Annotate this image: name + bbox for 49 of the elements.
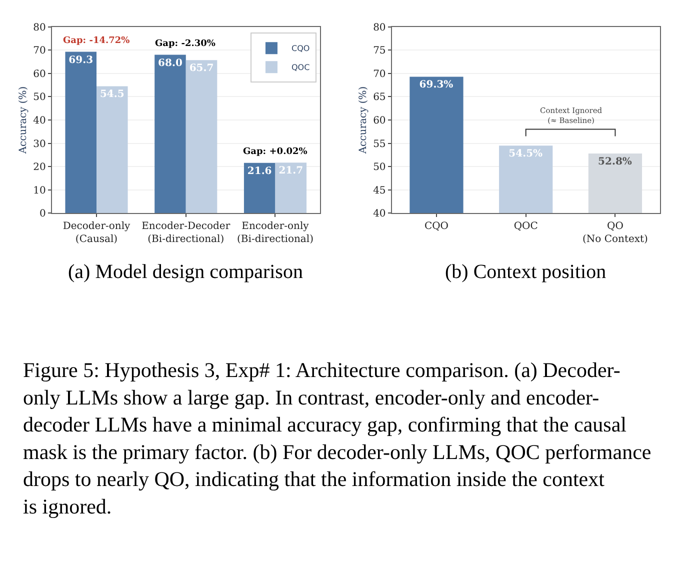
bar xyxy=(244,162,276,214)
x-tick-label: Encoder-only (Bi-directional) xyxy=(237,221,314,246)
x-tick-label: QO (No Context) xyxy=(582,221,648,246)
x-tick-label: QOC xyxy=(514,221,538,232)
x-tick-label: Encoder-Decoder (Bi-directional) xyxy=(142,221,230,246)
bar xyxy=(96,86,128,214)
data-label: 68.0 xyxy=(158,58,182,69)
y-axis-title: Accuracy (%) xyxy=(18,86,30,155)
y-tick-label: 55 xyxy=(373,138,386,150)
bar xyxy=(65,52,97,214)
y-tick-label: 10 xyxy=(33,185,46,196)
y-tick-label: 80 xyxy=(33,22,46,34)
legend-label: CQO xyxy=(291,44,310,54)
bar xyxy=(154,54,186,214)
bar xyxy=(275,162,307,214)
annotation: Gap: +0.02% xyxy=(243,147,308,157)
data-label: 54.5% xyxy=(508,148,544,160)
data-label: 21.6 xyxy=(247,166,272,177)
y-tick-label: 40 xyxy=(373,208,386,220)
y-tick-label: 40 xyxy=(33,116,46,126)
y-tick-label: 30 xyxy=(33,138,46,150)
y-tick-label: 65 xyxy=(373,92,386,104)
x-tick-label: Decoder-only (Causal) xyxy=(62,221,131,246)
y-axis-title: Accuracy (%) xyxy=(358,86,370,155)
y-tick-label: 70 xyxy=(373,68,386,80)
data-label: 69.3 xyxy=(68,54,94,66)
text: (b) Context position xyxy=(445,261,606,283)
data-label: 69.3% xyxy=(419,80,454,91)
text: (a) Model design comparison xyxy=(68,261,303,283)
y-tick-label: 70 xyxy=(33,46,46,57)
y-tick-label: 50 xyxy=(373,162,386,174)
y-tick-label: 0 xyxy=(39,208,46,220)
annotation: Gap: -14.72% xyxy=(63,36,130,46)
y-tick-label: 50 xyxy=(33,92,46,104)
y-tick-label: 60 xyxy=(373,116,386,126)
y-tick-label: 20 xyxy=(33,162,46,174)
y-tick-label: 60 xyxy=(33,68,46,80)
data-label: 65.7 xyxy=(189,63,214,74)
annotation: Gap: -2.30% xyxy=(155,39,216,49)
legend-label: QOC xyxy=(291,63,310,72)
data-label: 52.8% xyxy=(598,156,632,168)
data-label: 54.5 xyxy=(100,89,124,100)
y-tick-label: 75 xyxy=(373,46,386,57)
y-tick-label: 45 xyxy=(373,185,386,196)
x-tick-label: CQO xyxy=(424,221,449,232)
y-tick-label: 80 xyxy=(373,22,386,34)
bar xyxy=(186,60,218,214)
caption: Figure 5: Hypothesis 3, Exp# 1: Architecture comparison. (a) Decoder-only LLMs show a large gap. In contrast, encoder-only and encoder-decoder LLMs have a minimal accuracy gap, confirming that the causal mask is the primary factor. (b) For decoder-only LLMs, QOC performance drops to nearly QO, indicating that the information inside the context is ignored. xyxy=(23,358,652,518)
data-label: 21.7 xyxy=(278,166,304,177)
